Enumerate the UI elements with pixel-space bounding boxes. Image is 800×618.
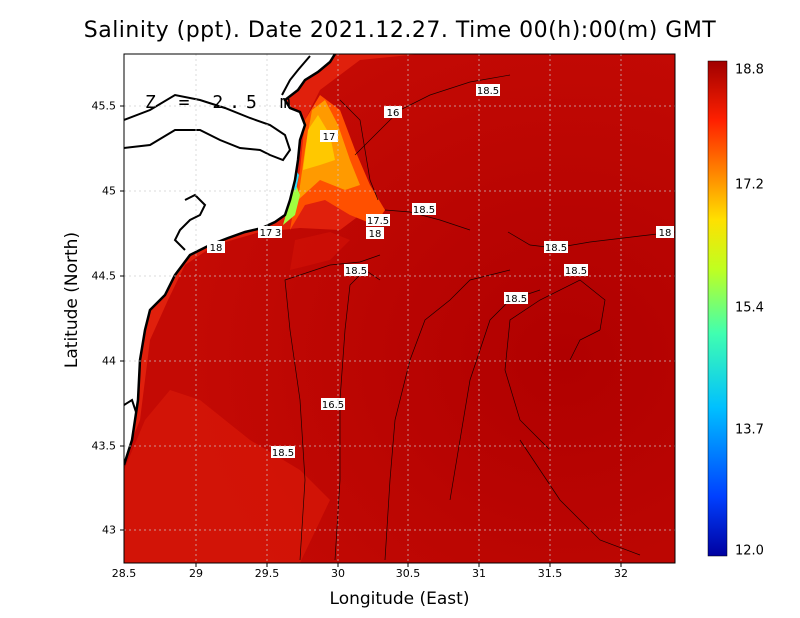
map-title: Salinity (ppt). Date 2021.12.27. Time 00… <box>83 18 717 43</box>
depth-label: Z = 2.5 m <box>145 92 297 113</box>
contour-label: 18.5 <box>564 264 588 277</box>
svg-text:18.5: 18.5 <box>565 266 587 277</box>
svg-text:3: 3 <box>275 228 281 239</box>
contour-label: 18 <box>207 241 225 254</box>
svg-text:16.5: 16.5 <box>322 400 344 411</box>
y-tick-label: 45.5 <box>91 99 117 113</box>
colorbar-label: 17.2 <box>735 177 764 193</box>
y-tick-label: 43 <box>102 523 116 537</box>
svg-text:18.5: 18.5 <box>413 205 435 216</box>
x-axis-label: Longitude (East) <box>329 589 470 609</box>
y-axis-label: Latitude (North) <box>62 231 82 369</box>
x-tick-label: 31 <box>472 567 486 580</box>
svg-text:18.5: 18.5 <box>545 243 567 254</box>
svg-text:18: 18 <box>210 243 223 254</box>
svg-text:17: 17 <box>323 132 336 143</box>
x-tick-label: 32 <box>614 567 628 580</box>
shelf-patch <box>290 232 350 270</box>
colorbar-label: 12.0 <box>735 543 764 559</box>
contour-label: 18 <box>656 226 674 239</box>
y-tick-label: 44.5 <box>91 269 117 283</box>
x-tick-label: 29 <box>189 567 203 580</box>
x-tick-label: 28.5 <box>111 567 137 580</box>
lagoon-line <box>173 193 207 251</box>
colorbar-label: 13.7 <box>735 422 764 438</box>
land-mass <box>124 54 335 465</box>
contour-label: 16.5 <box>321 398 345 411</box>
coastline <box>124 54 337 466</box>
contour-label: 18.5 <box>412 203 436 216</box>
southwest-band <box>124 390 330 563</box>
x-tick-label: 31.5 <box>537 567 563 580</box>
x-tick-label: 30 <box>331 567 345 580</box>
svg-text:16: 16 <box>387 108 400 119</box>
plot-frame <box>123 53 676 564</box>
contour-label: 16 <box>384 106 402 119</box>
svg-text:18.5: 18.5 <box>477 86 499 97</box>
y-tick-label: 44 <box>102 354 116 368</box>
axis-ticks <box>120 105 622 567</box>
svg-text:18.5: 18.5 <box>272 448 294 459</box>
contour-label: 18.5 <box>544 241 568 254</box>
x-tick-label: 30.5 <box>395 567 421 580</box>
contour-label: 3 <box>274 226 282 239</box>
contour-label: 18.5 <box>504 292 528 305</box>
plume-yellow <box>303 115 335 170</box>
colorbar <box>707 60 728 557</box>
colorbar-label: 18.8 <box>735 62 764 78</box>
contour-label: 17.5 <box>366 214 390 227</box>
svg-text:17: 17 <box>260 228 273 239</box>
svg-text:18: 18 <box>369 229 382 240</box>
svg-text:18: 18 <box>659 228 672 239</box>
contour-label: 18.5 <box>271 446 295 459</box>
contour-label: 17 <box>258 226 274 239</box>
svg-text:18.5: 18.5 <box>505 294 527 305</box>
contour-label: 18.5 <box>476 84 500 97</box>
plume-green <box>283 185 300 225</box>
svg-text:17.5: 17.5 <box>367 216 389 227</box>
contour-label: 18.5 <box>344 264 368 277</box>
x-tick-label: 29.5 <box>254 567 280 580</box>
contour-label-group: 18.5 16 17 18.5 17.5 18 17 3 18 18.5 18.… <box>207 84 674 459</box>
lake-shore <box>281 55 311 96</box>
y-tick-label: 45 <box>102 184 116 198</box>
contour-label: 18 <box>366 227 384 240</box>
grid-lines <box>124 54 675 563</box>
contour-label: 17 <box>320 130 338 143</box>
bay-line <box>124 398 137 413</box>
svg-text:18.5: 18.5 <box>345 266 367 277</box>
y-tick-label: 43.5 <box>91 439 117 453</box>
colorbar-label: 15.4 <box>735 300 764 316</box>
